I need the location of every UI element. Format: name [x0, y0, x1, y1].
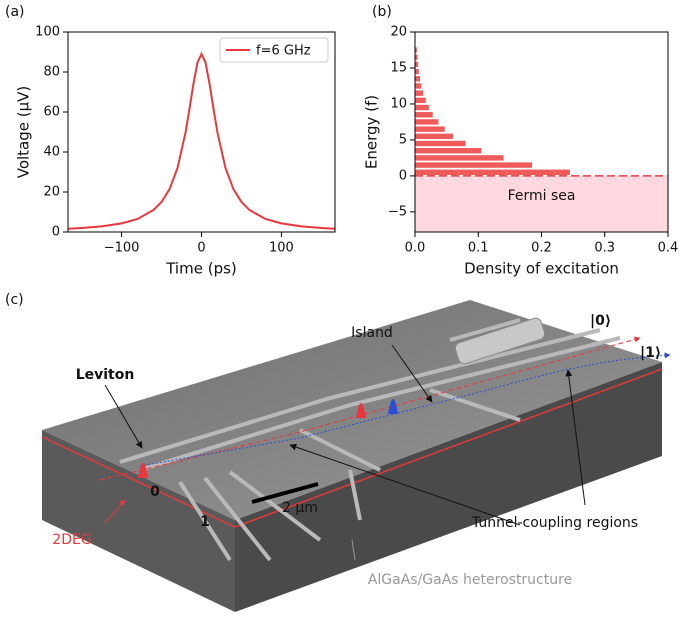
bar [415, 140, 466, 147]
bar [415, 61, 419, 68]
gates [119, 318, 621, 562]
arrow [289, 443, 521, 526]
arrow [104, 384, 143, 449]
label-island: Island [351, 325, 393, 341]
bar [415, 104, 429, 111]
y-axis-label: Energy (f) [363, 95, 381, 169]
x-tick-label: 0.2 [531, 241, 552, 256]
y-tick-label: 0 [52, 225, 60, 240]
pulse-blue [388, 399, 398, 414]
bar [415, 119, 439, 125]
y-tick-label: 15 [390, 60, 407, 75]
y-tick-label: 10 [390, 96, 407, 111]
x-tick-label: 0.1 [468, 241, 489, 256]
bar [415, 133, 453, 140]
slab-left-face [42, 430, 235, 612]
label-state1: |1⟩ [640, 345, 661, 361]
chart: (a) f=6 GHz −100 0 100 0 20 40 60 80 100 Time (ps) V… [5, 4, 336, 278]
label-tunnel: Tunnel-coupling regions [471, 515, 638, 531]
label-scale: 2 μm [282, 500, 318, 516]
bar [415, 90, 424, 96]
x-tick-label: 0.0 [405, 241, 426, 256]
2deg-line [41, 368, 663, 528]
y-tick-label: 40 [43, 145, 60, 160]
y-tick-label: 100 [35, 25, 60, 40]
y-tick-label: −5 [388, 204, 407, 219]
bar [415, 76, 421, 82]
annotation: Fermi sea [508, 188, 576, 204]
device-illustration [41, 300, 671, 612]
label-substrate: AlGaAs/GaAs heterostructure [368, 572, 572, 588]
label-gate1: 1 [200, 514, 210, 530]
arrow [351, 539, 356, 561]
slab-front-face [235, 362, 662, 612]
y-tick-label: 60 [43, 105, 60, 120]
island-gate [454, 317, 546, 365]
panel-label: (c) [5, 292, 24, 308]
bar [415, 83, 422, 89]
arrow [104, 499, 126, 524]
panel-label: (a) [5, 4, 25, 20]
bar [415, 169, 570, 175]
y-tick-label: 20 [390, 25, 407, 40]
label-leviton: Leviton [76, 367, 135, 383]
bar [415, 126, 445, 132]
x-axis-label: Density of excitation [464, 260, 619, 278]
x-tick-label: 0.4 [658, 241, 679, 256]
chart: (b) Fermi sea 0.0 0.1 0.2 0.3 0.4 −5 0 5 10 15 20 Den… [363, 4, 679, 278]
scale-bar [251, 482, 319, 504]
label-2deg: 2DEG [52, 532, 91, 548]
x-axis-label: Time (ps) [165, 260, 237, 278]
bar [415, 155, 504, 161]
pulse-red [356, 403, 366, 418]
bar [415, 47, 417, 53]
arrow [391, 344, 433, 403]
bar [415, 97, 426, 104]
line [67, 51, 336, 230]
bar [415, 68, 419, 75]
bar [415, 54, 418, 60]
y-tick-label: 0 [399, 168, 407, 183]
panel-label: (b) [372, 4, 392, 20]
fermi-sea [415, 175, 668, 232]
y-tick-label: 80 [43, 65, 60, 80]
bar [415, 162, 533, 168]
leviton-pulse [138, 463, 148, 478]
bar [415, 148, 482, 154]
x-tick-label: 100 [269, 241, 294, 256]
x-tick-label: 0.3 [594, 241, 615, 256]
y-axis-label: Voltage (μV) [15, 86, 33, 179]
label-gate0: 0 [150, 484, 160, 500]
x-tick-label: −100 [104, 241, 140, 256]
x-tick-label: 0 [197, 241, 205, 256]
arrow [565, 369, 586, 506]
legend-label: f=6 GHz [256, 44, 311, 59]
bar [415, 112, 433, 118]
legend-box [219, 37, 329, 63]
label-state0: |0⟩ [590, 313, 611, 329]
y-tick-label: 20 [43, 185, 60, 200]
y-tick-label: 5 [399, 132, 407, 147]
